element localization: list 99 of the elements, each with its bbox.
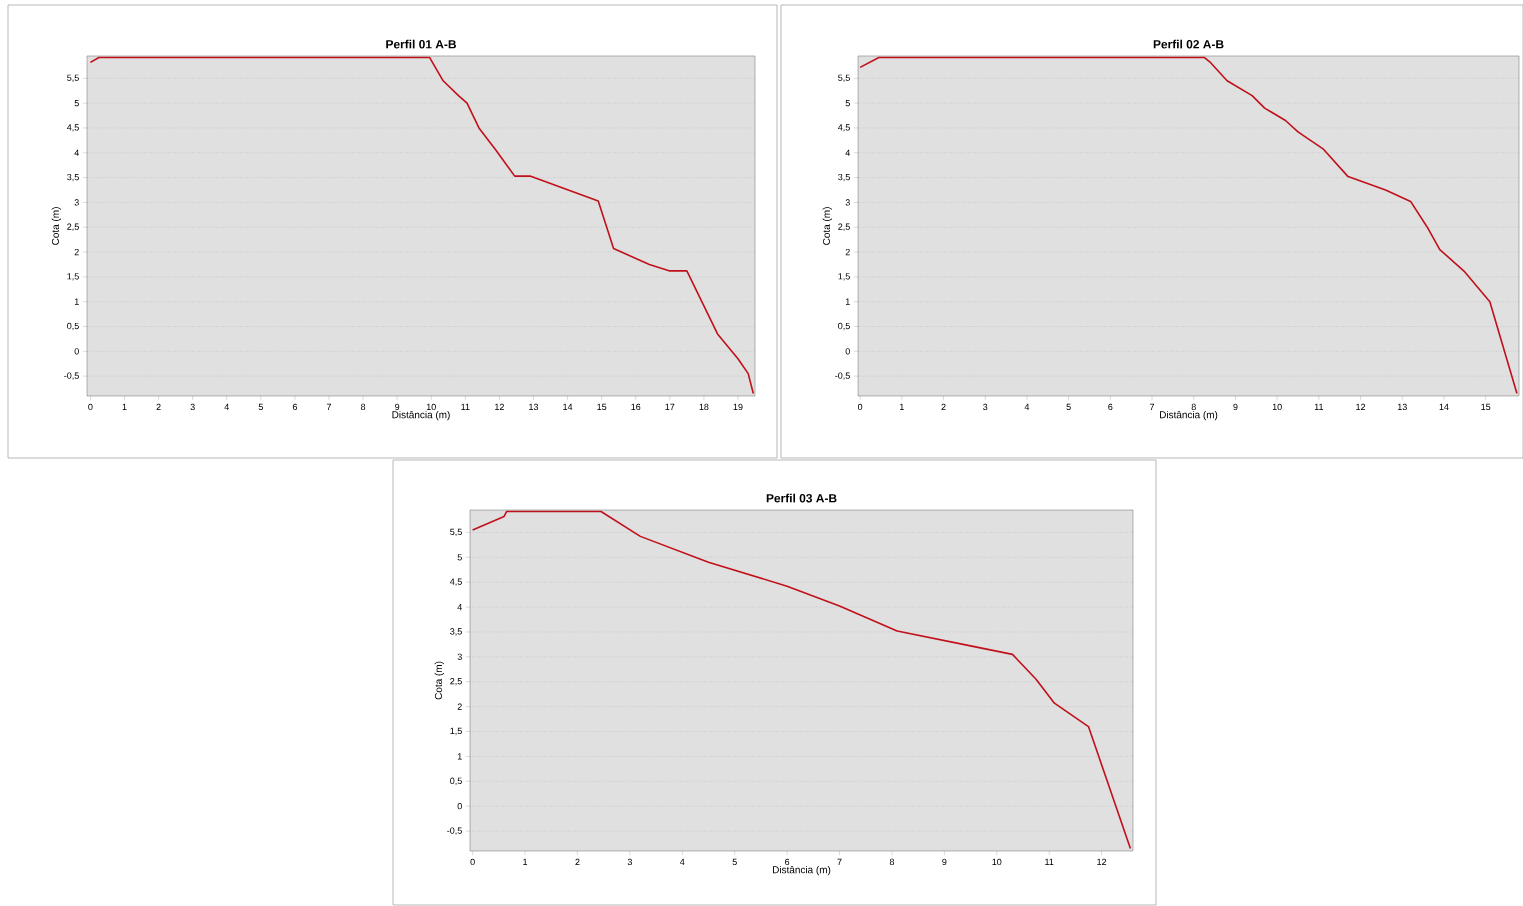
- y-tick-label: 3,5: [450, 628, 462, 636]
- x-tick-label: 6: [292, 403, 298, 411]
- x-tick-label: 2: [156, 403, 161, 411]
- x-tick-label: 8: [1191, 403, 1196, 411]
- x-tick-label: 11: [1314, 403, 1324, 410]
- x-tick-label: 7: [1150, 403, 1155, 410]
- y-tick-label: 4,5: [66, 124, 79, 132]
- y-tick-label: 2,5: [838, 223, 850, 231]
- x-tick-label: 0: [88, 403, 93, 411]
- x-tick-label: 8: [360, 403, 366, 411]
- y-tick-label: 4: [74, 149, 79, 156]
- x-tick-label: 5: [732, 858, 737, 866]
- y-tick-label: 1,5: [450, 727, 462, 736]
- x-tick-label: 0: [470, 858, 475, 866]
- y-tick-label: 1,5: [838, 273, 850, 281]
- y-tick-label: 0,5: [67, 322, 79, 331]
- y-tick-label: 0: [74, 348, 79, 355]
- y-tick-label: 5,5: [838, 74, 850, 82]
- y-tick-label: 0: [457, 803, 462, 810]
- x-tick-label: 1: [900, 403, 904, 410]
- y-tick-label: 3: [845, 199, 850, 206]
- y-tick-label: 3,5: [838, 173, 850, 182]
- x-tick-label: 7: [837, 858, 842, 865]
- y-tick-label: 2: [457, 703, 462, 710]
- y-tick-label: -0,5: [447, 827, 462, 835]
- x-tick-label: 3: [190, 403, 195, 411]
- x-tick-label: 2: [941, 403, 946, 411]
- x-tick-label: 12: [1097, 858, 1107, 866]
- x-tick-label: 9: [395, 403, 400, 411]
- x-tick-label: 14: [1439, 403, 1449, 410]
- y-tick-label: 1: [457, 753, 462, 760]
- y-tick-label: 4: [457, 603, 462, 611]
- y-tick-label: 4,5: [449, 578, 462, 586]
- x-tick-label: 12: [1356, 403, 1366, 411]
- y-tick-label: -0,5: [835, 372, 850, 380]
- chart-title: Perfil 02 A-B: [1153, 39, 1224, 49]
- x-tick-label: 14: [563, 403, 573, 410]
- line-series: [471, 510, 1132, 850]
- y-tick-label: 1,5: [67, 273, 79, 281]
- x-tick-label: 1: [122, 403, 127, 410]
- x-tick-label: 11: [461, 403, 470, 410]
- y-tick-label: 0,5: [838, 322, 850, 331]
- x-tick-label: 11: [1045, 858, 1054, 865]
- line-series: [89, 56, 755, 395]
- x-tick-label: 15: [597, 403, 607, 411]
- x-tick-label: 12: [495, 403, 504, 411]
- x-tick-label: 5: [258, 403, 263, 411]
- y-tick-label: 5: [845, 100, 850, 107]
- x-tick-label: 4: [1024, 403, 1030, 410]
- x-axis-title: Distância (m): [772, 865, 831, 876]
- y-axis-title: Cota (m): [434, 661, 444, 700]
- x-tick-label: 4: [679, 858, 685, 865]
- x-tick-label: 10: [426, 403, 436, 411]
- x-tick-label: 10: [1272, 403, 1282, 411]
- x-tick-label: 3: [627, 858, 632, 866]
- x-tick-label: 9: [1233, 403, 1238, 411]
- x-tick-label: 13: [529, 403, 539, 411]
- y-tick-label: 4,5: [837, 124, 850, 132]
- x-tick-label: 3: [983, 403, 988, 411]
- x-tick-label: 0: [857, 403, 863, 411]
- y-axis-title: Cota (m): [822, 207, 832, 245]
- x-tick-label: 6: [1108, 403, 1113, 411]
- x-tick-label: 16: [631, 403, 641, 411]
- y-tick-label: 2: [74, 248, 79, 256]
- y-tick-label: 2,5: [67, 223, 79, 231]
- y-tick-label: 3: [457, 653, 462, 661]
- x-tick-label: 18: [699, 403, 709, 411]
- x-tick-label: 19: [733, 403, 743, 411]
- y-tick-label: -0,5: [64, 372, 79, 380]
- y-tick-label: 5: [457, 554, 462, 561]
- x-axis-title: Distância (m): [392, 410, 450, 421]
- x-tick-label: 1: [523, 858, 528, 865]
- y-tick-label: 0: [845, 348, 850, 355]
- y-tick-label: 5,5: [67, 74, 79, 82]
- x-tick-label: 4: [224, 403, 229, 410]
- y-tick-label: 0,5: [450, 777, 462, 785]
- x-tick-label: 2: [575, 858, 580, 866]
- y-axis-title: Cota (m): [51, 207, 61, 245]
- chart-title: Perfil 01 A-B: [386, 39, 456, 49]
- y-tick-label: 3: [74, 199, 79, 206]
- y-tick-label: 1: [74, 298, 79, 305]
- x-tick-label: 7: [326, 403, 332, 410]
- x-tick-label: 15: [1481, 403, 1491, 411]
- x-tick-label: 8: [889, 858, 895, 866]
- x-tick-label: 13: [1397, 403, 1407, 411]
- y-tick-label: 2,5: [450, 678, 462, 686]
- x-tick-label: 10: [992, 858, 1002, 866]
- y-tick-label: 2: [845, 248, 850, 256]
- x-tick-label: 9: [942, 858, 947, 866]
- x-tick-label: 5: [1066, 403, 1071, 411]
- y-tick-label: 5,5: [450, 528, 462, 537]
- y-tick-label: 1: [845, 298, 850, 305]
- y-tick-label: 4: [845, 149, 850, 156]
- y-tick-label: 3,5: [67, 173, 79, 182]
- y-tick-label: 5: [74, 100, 79, 107]
- chart-title: Perfil 03 A-B: [766, 493, 837, 503]
- x-tick-label: 6: [785, 858, 790, 866]
- x-axis-title: Distância (m): [1160, 410, 1218, 421]
- x-tick-label: 17: [665, 403, 675, 410]
